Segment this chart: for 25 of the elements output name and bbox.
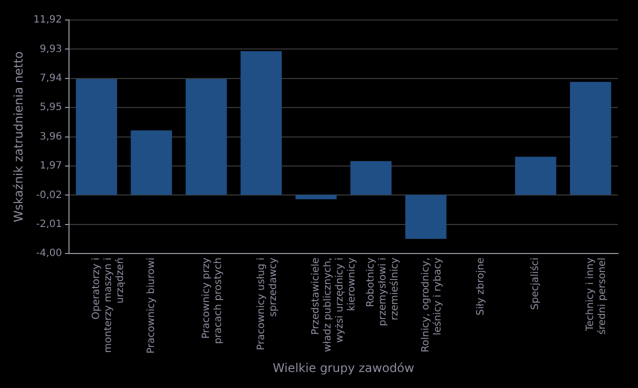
bar: [350, 161, 392, 195]
bar: [240, 51, 282, 195]
y-tick-label: 7,94: [40, 72, 62, 84]
y-tick-label: -2,01: [36, 218, 62, 230]
y-tick-label: 9,93: [40, 44, 62, 55]
x-tick-label: Technicy i inny średni personel: [585, 257, 608, 335]
y-tick-label: 5,95: [40, 102, 62, 114]
y-tick-label: 11,92: [33, 14, 62, 26]
x-axis-title: Wielkie grupy zawodów: [272, 360, 414, 375]
x-tick-label: Specjaliści: [529, 258, 542, 310]
y-axis-title: Wskaźnik zatrudnienia netto: [11, 51, 26, 222]
bar: [405, 194, 446, 239]
x-tick-label: Siły zbrojne: [475, 258, 486, 316]
x-tick-label: Pracownicy biurowi: [146, 258, 157, 354]
y-tick-label: -4,00: [36, 248, 62, 260]
bar: [295, 194, 337, 200]
bar: [570, 82, 612, 195]
bar: [130, 130, 172, 195]
y-tick-label: 3,96: [40, 131, 62, 142]
bar: [76, 78, 118, 195]
bar: [515, 156, 556, 195]
y-tick-label: -0,02: [36, 190, 62, 201]
bar: [186, 78, 227, 195]
x-tick-label: Operatorzy i monterzy maszyn i urządzeń: [91, 258, 126, 353]
y-tick-label: 1,97: [40, 160, 62, 172]
